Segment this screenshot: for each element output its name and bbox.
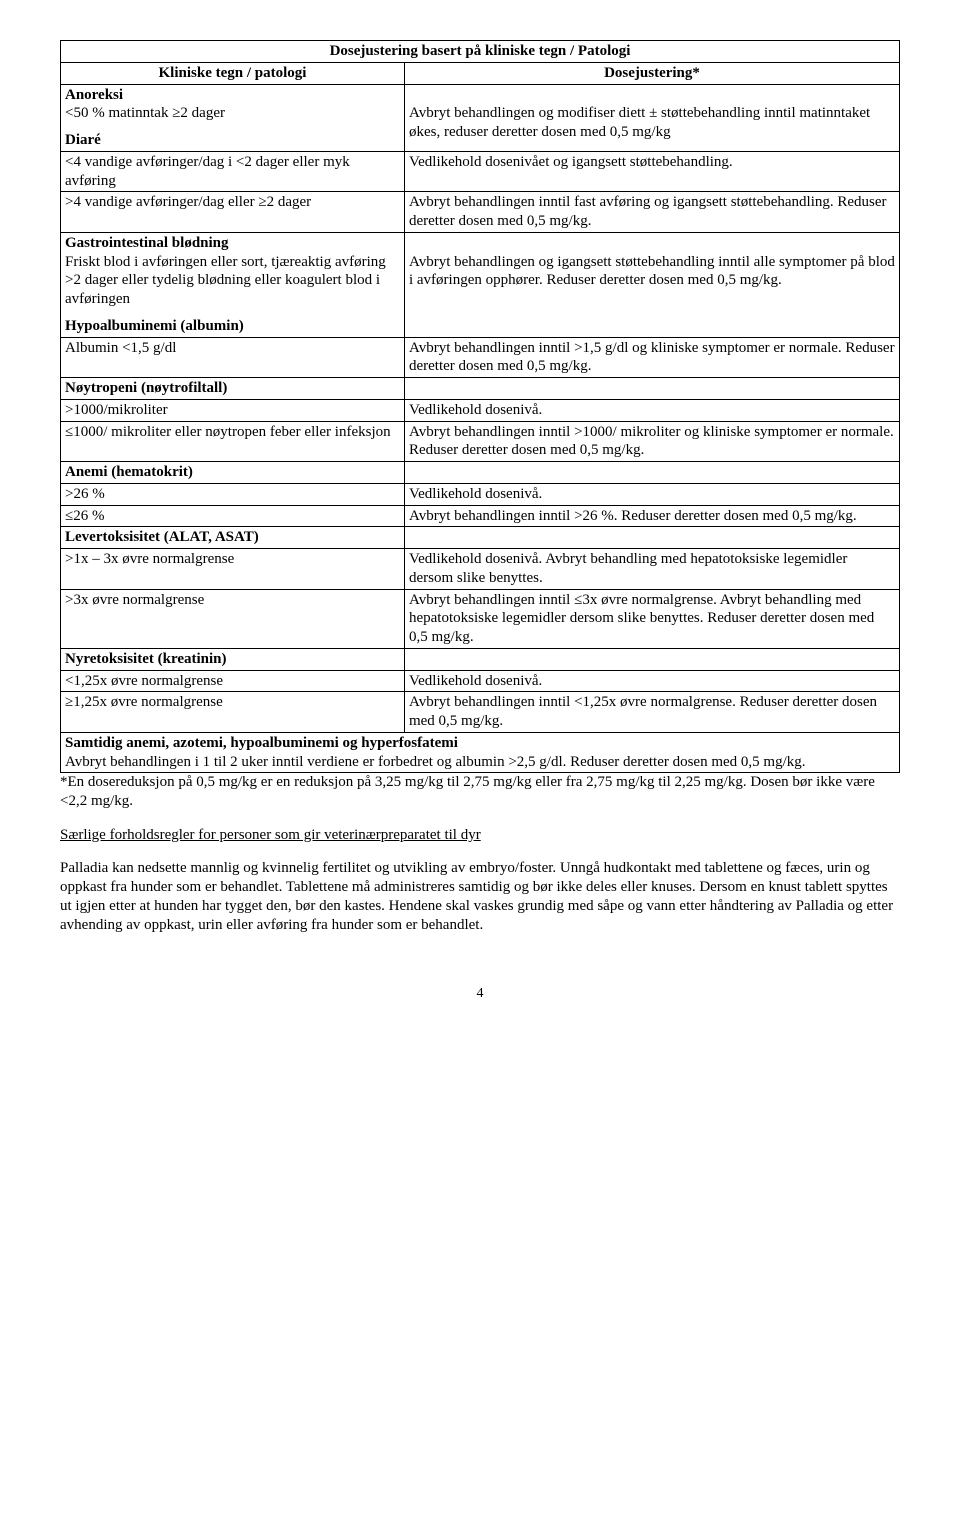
gi-left: Gastrointestinal blødning Friskt blod i … bbox=[61, 232, 405, 337]
hypo-r1-l: Albumin <1,5 g/dl bbox=[61, 337, 405, 378]
precaution-paragraph: Palladia kan nedsette mannlig og kvinnel… bbox=[60, 859, 900, 936]
lever-r2-r: Avbryt behandlingen inntil ≤3x øvre norm… bbox=[404, 589, 899, 648]
anemi-r1-l: >26 % bbox=[61, 483, 405, 505]
noy-r1-r: Vedlikehold dosenivå. bbox=[404, 399, 899, 421]
diare-r1-l: <4 vandige avføringer/dag i <2 dager ell… bbox=[61, 151, 405, 192]
samtidig-body: Avbryt behandlingen i 1 til 2 uker innti… bbox=[65, 754, 806, 770]
nyre-hdr: Nyretoksisitet (kreatinin) bbox=[65, 651, 227, 667]
diare-hdr: Diaré bbox=[65, 132, 101, 148]
hypo-hdr: Hypoalbuminemi (albumin) bbox=[65, 318, 244, 334]
footnote-star: *En dosereduksjon på 0,5 mg/kg er en red… bbox=[60, 773, 900, 811]
noy-r2-l: ≤1000/ mikroliter eller nøytropen feber … bbox=[61, 421, 405, 462]
anemi-r1-r: Vedlikehold dosenivå. bbox=[404, 483, 899, 505]
anemi-left: Anemi (hematokrit) bbox=[61, 462, 405, 484]
precaution-heading: Særlige forholdsregler for personer som … bbox=[60, 827, 481, 843]
nyre-r2-l: ≥1,25x øvre normalgrense bbox=[61, 692, 405, 733]
diare-r1-r: Vedlikehold dosenivået og igangsett støt… bbox=[404, 151, 899, 192]
lever-hdr: Levertoksisitet (ALAT, ASAT) bbox=[65, 529, 259, 545]
anoreksi-right: Avbryt behandlingen og modifiser diett ±… bbox=[404, 84, 899, 151]
diare-r2-l: >4 vandige avføringer/dag eller ≥2 dager bbox=[61, 192, 405, 233]
anoreksi-hdr: Anoreksi bbox=[65, 87, 123, 103]
anoreksi-left: Anoreksi <50 % matinntak ≥2 dager Diaré bbox=[61, 84, 405, 151]
col-header-right: Dosejustering* bbox=[404, 62, 899, 84]
noy-left: Nøytropeni (nøytrofiltall) bbox=[61, 378, 405, 400]
lever-r2-l: >3x øvre normalgrense bbox=[61, 589, 405, 648]
noy-r1-l: >1000/mikroliter bbox=[61, 399, 405, 421]
page-number: 4 bbox=[60, 986, 900, 1002]
gi-hdr: Gastrointestinal blødning bbox=[65, 235, 229, 251]
samtidig-cell: Samtidig anemi, azotemi, hypoalbuminemi … bbox=[61, 732, 900, 773]
dosage-table: Dosejustering basert på kliniske tegn / … bbox=[60, 40, 900, 773]
lever-r1-l: >1x – 3x øvre normalgrense bbox=[61, 549, 405, 590]
noy-hdr: Nøytropeni (nøytrofiltall) bbox=[65, 380, 227, 396]
nyre-r1-r: Vedlikehold dosenivå. bbox=[404, 670, 899, 692]
lever-left: Levertoksisitet (ALAT, ASAT) bbox=[61, 527, 405, 549]
lever-right bbox=[404, 527, 899, 549]
nyre-r1-l: <1,25x øvre normalgrense bbox=[61, 670, 405, 692]
nyre-r2-r: Avbryt behandlingen inntil <1,25x øvre n… bbox=[404, 692, 899, 733]
anoreksi-r1-l: <50 % matinntak ≥2 dager bbox=[65, 105, 225, 121]
noy-right bbox=[404, 378, 899, 400]
anoreksi-r1-r: Avbryt behandlingen og modifiser diett ±… bbox=[409, 105, 870, 140]
col-header-left: Kliniske tegn / patologi bbox=[61, 62, 405, 84]
anemi-r2-r: Avbryt behandlingen inntil >26 %. Reduse… bbox=[404, 505, 899, 527]
gi-right: Avbryt behandlingen og igangsett støtteb… bbox=[404, 232, 899, 337]
table-title: Dosejustering basert på kliniske tegn / … bbox=[61, 41, 900, 63]
lever-r1-r: Vedlikehold dosenivå. Avbryt behandling … bbox=[404, 549, 899, 590]
anemi-hdr: Anemi (hematokrit) bbox=[65, 464, 193, 480]
anemi-right bbox=[404, 462, 899, 484]
noy-r2-r: Avbryt behandlingen inntil >1000/ mikrol… bbox=[404, 421, 899, 462]
nyre-left: Nyretoksisitet (kreatinin) bbox=[61, 648, 405, 670]
nyre-right bbox=[404, 648, 899, 670]
gi-r1-l: Friskt blod i avføringen eller sort, tjæ… bbox=[65, 254, 386, 308]
samtidig-hdr: Samtidig anemi, azotemi, hypoalbuminemi … bbox=[65, 735, 458, 751]
hypo-r1-r: Avbryt behandlingen inntil >1,5 g/dl og … bbox=[404, 337, 899, 378]
diare-r2-r: Avbryt behandlingen inntil fast avføring… bbox=[404, 192, 899, 233]
anemi-r2-l: ≤26 % bbox=[61, 505, 405, 527]
gi-r1-r: Avbryt behandlingen og igangsett støtteb… bbox=[409, 254, 895, 289]
